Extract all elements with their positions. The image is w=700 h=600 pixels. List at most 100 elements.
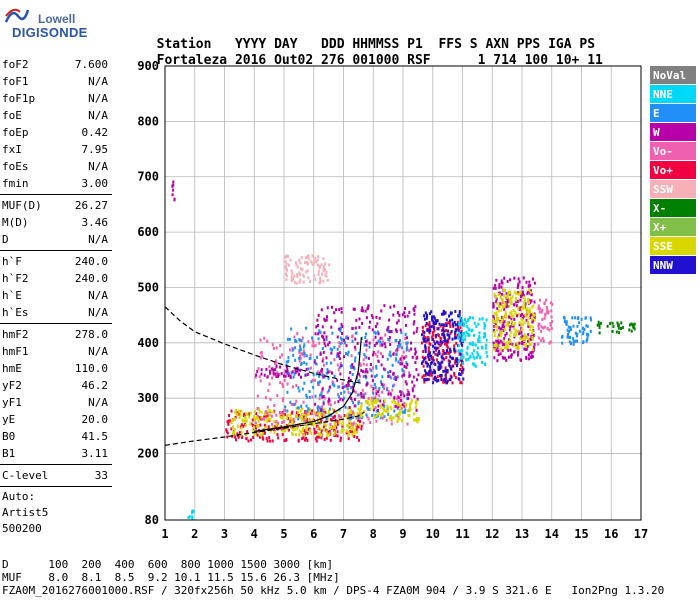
- echo-point: [389, 354, 392, 358]
- echo-point: [477, 338, 480, 342]
- echo-point: [317, 381, 320, 385]
- echo-point: [280, 416, 283, 420]
- echo-point: [632, 323, 635, 327]
- echo-point: [285, 274, 288, 278]
- echo-point: [432, 381, 435, 385]
- echo-point: [248, 415, 251, 419]
- echo-point: [329, 422, 332, 426]
- echo-point: [540, 310, 543, 314]
- echo-point: [519, 308, 522, 312]
- hdr-year-value: 2016: [234, 53, 267, 68]
- echo-point: [377, 390, 380, 394]
- echo-point: [398, 313, 401, 317]
- echo-point: [465, 358, 468, 362]
- echo-point: [440, 360, 443, 364]
- param-value: N/A: [88, 233, 108, 246]
- echo-point: [375, 414, 378, 418]
- echo-point: [460, 363, 463, 367]
- echo-point: [297, 439, 300, 443]
- hdr-ddd-value: 276: [321, 53, 345, 68]
- echo-point: [266, 375, 269, 379]
- echo-point: [456, 320, 459, 324]
- echo-point: [282, 414, 285, 418]
- echo-point: [379, 336, 382, 340]
- echo-point: [265, 427, 268, 431]
- echo-point: [187, 515, 190, 519]
- echo-point: [396, 419, 399, 423]
- echo-point: [257, 423, 260, 427]
- echo-point: [515, 333, 518, 337]
- echo-point: [353, 431, 356, 435]
- echo-point: [330, 361, 333, 365]
- echo-point: [352, 401, 355, 405]
- echo-point: [528, 316, 531, 320]
- echo-point: [347, 350, 350, 354]
- param-row: D N/A: [0, 231, 113, 248]
- echo-point: [527, 284, 530, 288]
- echo-point: [505, 292, 508, 296]
- echo-point: [370, 401, 373, 405]
- echo-point: [323, 375, 326, 379]
- echo-point: [503, 328, 506, 332]
- echo-point: [300, 256, 303, 260]
- echo-point: [319, 427, 322, 431]
- echo-point: [449, 366, 452, 370]
- echo-point: [391, 384, 394, 388]
- echo-point: [436, 375, 439, 379]
- echo-point: [300, 375, 303, 379]
- echo-point: [459, 381, 462, 385]
- echo-point: [349, 430, 352, 434]
- echo-point: [361, 388, 364, 392]
- echo-point: [353, 397, 356, 401]
- echo-point: [333, 428, 336, 432]
- echo-point: [295, 383, 298, 387]
- echo-point: [259, 356, 262, 360]
- echo-point: [292, 428, 295, 432]
- echo-point: [526, 339, 529, 343]
- echo-point: [334, 433, 337, 437]
- echo-point: [396, 321, 399, 325]
- echo-point: [448, 319, 451, 323]
- echo-point: [323, 422, 326, 426]
- echo-point: [469, 316, 472, 320]
- echo-point: [295, 281, 298, 285]
- echo-point: [320, 308, 323, 312]
- echo-point: [282, 399, 285, 403]
- echo-point: [341, 398, 344, 402]
- echo-point: [516, 353, 519, 357]
- echo-point: [589, 316, 592, 320]
- param-label: foEp: [2, 126, 29, 139]
- echo-point: [313, 360, 316, 364]
- echo-point: [575, 339, 578, 343]
- echo-point: [294, 402, 297, 406]
- echo-point: [370, 374, 373, 378]
- echo-point: [510, 301, 513, 305]
- echo-point: [365, 413, 368, 417]
- echo-point: [460, 337, 463, 341]
- echo-point: [486, 354, 489, 358]
- profile-lines: [164, 306, 365, 446]
- echo-point: [272, 410, 275, 414]
- echo-point: [507, 345, 510, 349]
- echo-point: [533, 315, 536, 319]
- echo-point: [473, 356, 476, 360]
- legend-label: X-: [653, 202, 666, 215]
- echo-point: [343, 390, 346, 394]
- echo-point: [458, 310, 461, 314]
- echo-point: [296, 424, 299, 428]
- echo-point: [509, 348, 512, 352]
- y-tick-label: 800: [137, 114, 159, 128]
- echo-point: [397, 400, 400, 404]
- echo-point: [538, 298, 541, 302]
- echo-point: [326, 315, 329, 319]
- echo-point: [460, 356, 463, 360]
- echo-point: [284, 374, 287, 378]
- echo-point: [311, 336, 314, 340]
- echo-point: [333, 430, 336, 434]
- echo-point: [392, 372, 395, 376]
- param-label: foF1: [2, 75, 29, 88]
- echo-point: [341, 424, 344, 428]
- echo-point: [517, 344, 520, 348]
- echo-point: [476, 346, 479, 350]
- echo-point: [383, 399, 386, 403]
